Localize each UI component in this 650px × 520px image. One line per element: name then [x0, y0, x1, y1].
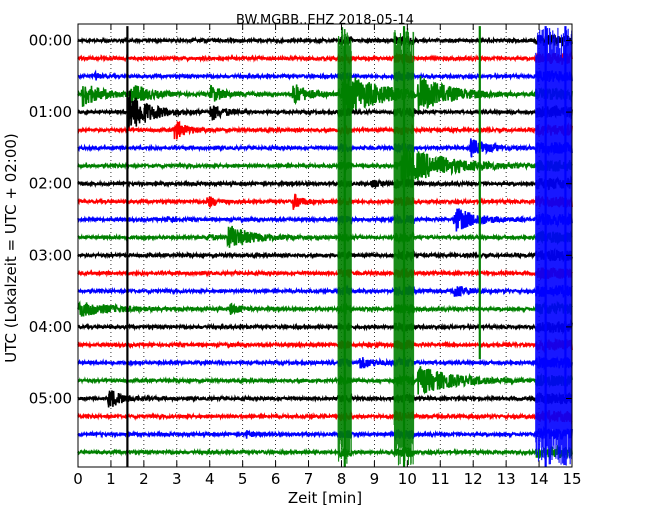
x-tick-label: 6 — [271, 470, 281, 488]
x-tick-label: 2 — [139, 470, 149, 488]
trace-9 — [77, 193, 573, 210]
trace-10 — [77, 208, 573, 232]
trace-6 — [77, 138, 573, 158]
x-tick-label: 13 — [497, 470, 516, 488]
plot-area — [77, 24, 573, 467]
y-tick-label: 01:00 — [29, 103, 72, 121]
x-axis: 0 1 2 3 4 5 6 7 8 9 10 11 12 13 14 15 — [73, 24, 582, 488]
x-tick-label: 15 — [562, 470, 581, 488]
trace-21 — [77, 409, 573, 425]
y-tick-label: 04:00 — [29, 318, 72, 336]
trace-14 — [77, 284, 573, 299]
trace-22 — [77, 425, 573, 442]
x-tick-label: 12 — [464, 470, 483, 488]
y-tick-label: 00:00 — [29, 32, 72, 50]
trace-19 — [77, 366, 573, 395]
trace-15 — [77, 300, 573, 317]
plot-frame — [77, 23, 573, 468]
x-tick-label: 8 — [337, 470, 347, 488]
trace-4 — [77, 90, 573, 129]
x-axis-label: Zeit [min] — [288, 489, 362, 507]
trace-3 — [77, 75, 573, 116]
x-tick-label: 9 — [370, 470, 380, 488]
y-axis: 00:00 01:00 02:00 03:00 04:00 05:00 — [29, 32, 572, 408]
trace-0 — [77, 34, 573, 48]
x-tick-label: 0 — [73, 470, 83, 488]
trace-17 — [77, 337, 573, 354]
x-tick-label: 1 — [106, 470, 116, 488]
x-tick-label: 10 — [398, 470, 417, 488]
trace-13 — [77, 267, 573, 281]
trace-7 — [77, 148, 573, 184]
trace-5 — [77, 120, 573, 140]
trace-20 — [77, 390, 573, 408]
y-axis-label: UTC (Lokalzeit = UTC + 02:00) — [2, 133, 20, 363]
trace-11 — [77, 225, 573, 248]
chart-title: BW.MGBB..EHZ 2018-05-14 — [236, 13, 414, 28]
trace-23 — [77, 444, 573, 461]
y-tick-label: 02:00 — [29, 175, 72, 193]
trace-12 — [77, 247, 573, 263]
y-tick-label: 05:00 — [29, 390, 72, 408]
noise-burst-0 — [535, 27, 573, 466]
y-tick-label: 03:00 — [29, 246, 72, 264]
trace-16 — [77, 318, 573, 335]
trace-1 — [77, 50, 573, 66]
trace-8 — [77, 175, 573, 191]
x-tick-label: 5 — [238, 470, 248, 488]
x-tick-label: 11 — [431, 470, 450, 488]
trace-18 — [77, 355, 573, 371]
trace-2 — [77, 69, 573, 84]
x-tick-label: 3 — [172, 470, 182, 488]
x-tick-label: 14 — [530, 470, 549, 488]
x-tick-label: 4 — [205, 470, 215, 488]
x-tick-label: 7 — [304, 470, 314, 488]
